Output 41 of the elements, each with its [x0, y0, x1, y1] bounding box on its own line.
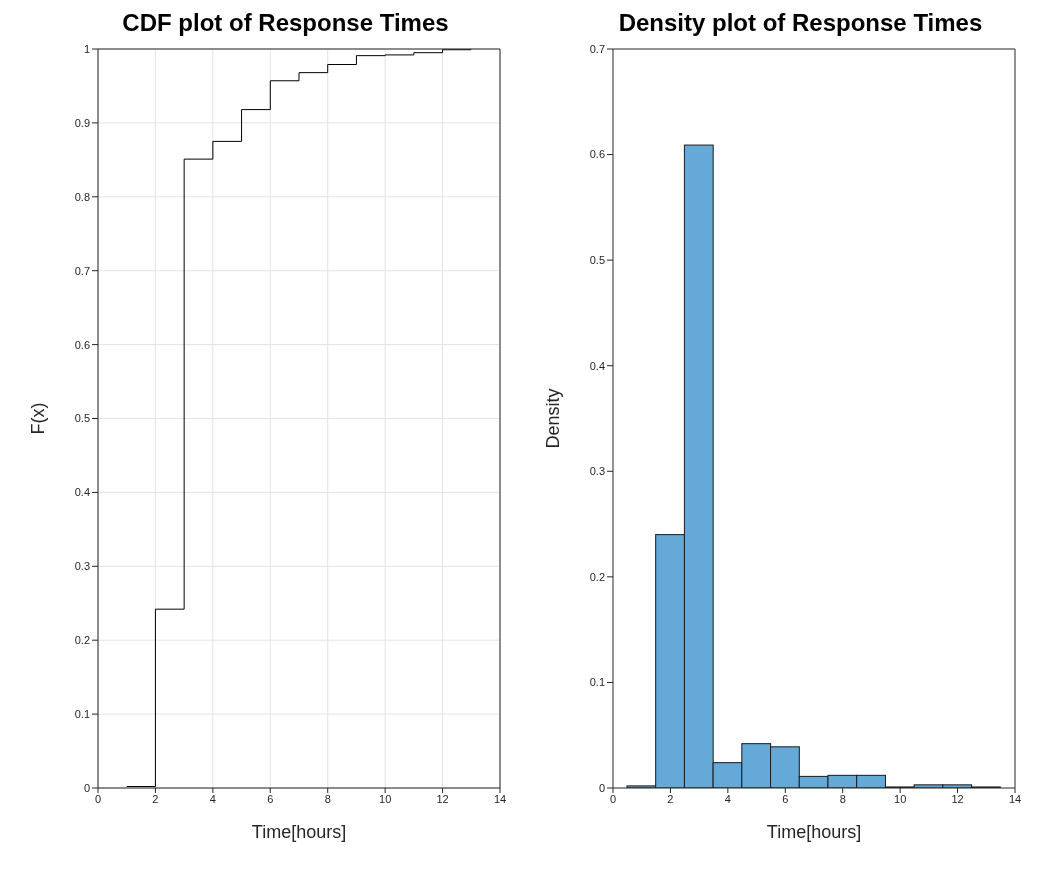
y-axis-title: Density [543, 388, 564, 449]
x-tick-label: 8 [324, 792, 331, 805]
x-tick-label: 6 [267, 792, 274, 805]
y-tick-label: 0.2 [589, 570, 605, 583]
y-tick-label: 0.6 [589, 148, 605, 161]
y-tick-label: 0.1 [589, 676, 605, 689]
x-tick-label: 0 [94, 792, 102, 805]
x-tick-label: 2 [152, 792, 159, 805]
x-tick-label: 0 [609, 792, 617, 805]
y-tick-label: 0.5 [589, 254, 605, 267]
y-tick-label: 0.5 [74, 412, 90, 425]
x-tick-label: 4 [209, 792, 216, 805]
chart-title: Density plot of Response Times [617, 8, 984, 38]
y-tick-label: 0.3 [74, 560, 90, 573]
chart-title: CDF plot of Response Times [121, 8, 450, 38]
x-axis-title: Time[hours] [251, 822, 347, 842]
x-tick-label: 6 [782, 792, 789, 805]
y-tick-label: 0 [83, 781, 90, 794]
y-axis-title: F(x) [28, 402, 49, 435]
x-tick-label: 4 [724, 792, 731, 805]
x-tick-label: 14 [493, 792, 507, 805]
x-tick-label: 12 [951, 792, 964, 805]
y-tick-label: 0.4 [74, 486, 90, 499]
y-tick-label: 0.4 [589, 359, 605, 372]
x-tick-label: 10 [379, 792, 392, 805]
y-tick-label: 0.6 [74, 338, 90, 351]
y-tick-label: 1 [83, 42, 90, 55]
x-tick-label: 12 [436, 792, 449, 805]
x-tick-label: 10 [894, 792, 907, 805]
y-tick-label: 0.1 [74, 708, 90, 721]
y-tick-label: 0.9 [74, 116, 90, 129]
y-tick-label: 0.7 [589, 42, 605, 55]
y-tick-label: 0.3 [589, 465, 605, 478]
y-tick-label: 0.7 [74, 264, 90, 277]
x-tick-label: 2 [667, 792, 674, 805]
y-tick-label: 0.8 [74, 190, 90, 203]
y-tick-label: 0.2 [74, 634, 90, 647]
x-tick-label: 8 [839, 792, 846, 805]
x-axis-title: Time[hours] [766, 822, 862, 842]
x-tick-label: 14 [1008, 792, 1022, 805]
y-tick-label: 0 [598, 781, 605, 794]
